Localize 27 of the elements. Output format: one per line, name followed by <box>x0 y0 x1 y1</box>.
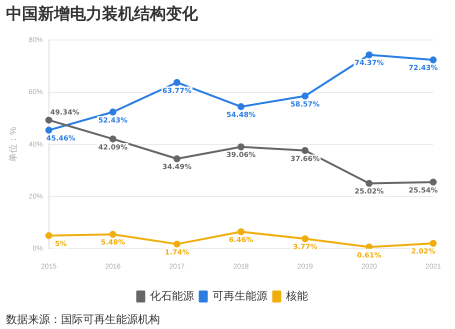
y-axis-title: 单位：% <box>8 126 18 162</box>
point <box>430 240 437 247</box>
point <box>109 135 116 142</box>
chart-title: 中国新增电力装机结构变化 <box>6 4 198 25</box>
legend-label: 核能 <box>284 290 308 303</box>
point <box>302 235 309 242</box>
point <box>430 56 437 64</box>
point <box>302 146 309 154</box>
point <box>45 126 52 134</box>
point <box>173 78 180 86</box>
legend-label: 化石能源 <box>150 290 194 303</box>
point <box>238 103 245 110</box>
point <box>302 92 309 100</box>
point <box>366 51 373 58</box>
point <box>109 108 116 116</box>
point <box>173 240 180 248</box>
point <box>238 143 245 150</box>
point <box>238 228 245 236</box>
source-note: 数据来源：国际可再生能源机构 <box>6 312 160 327</box>
point <box>430 178 437 186</box>
point <box>173 155 180 162</box>
point <box>366 180 373 187</box>
point <box>109 230 116 238</box>
point <box>366 244 373 249</box>
point <box>45 116 52 124</box>
legend-label: 可再生能源 <box>212 290 268 303</box>
point <box>45 232 52 240</box>
